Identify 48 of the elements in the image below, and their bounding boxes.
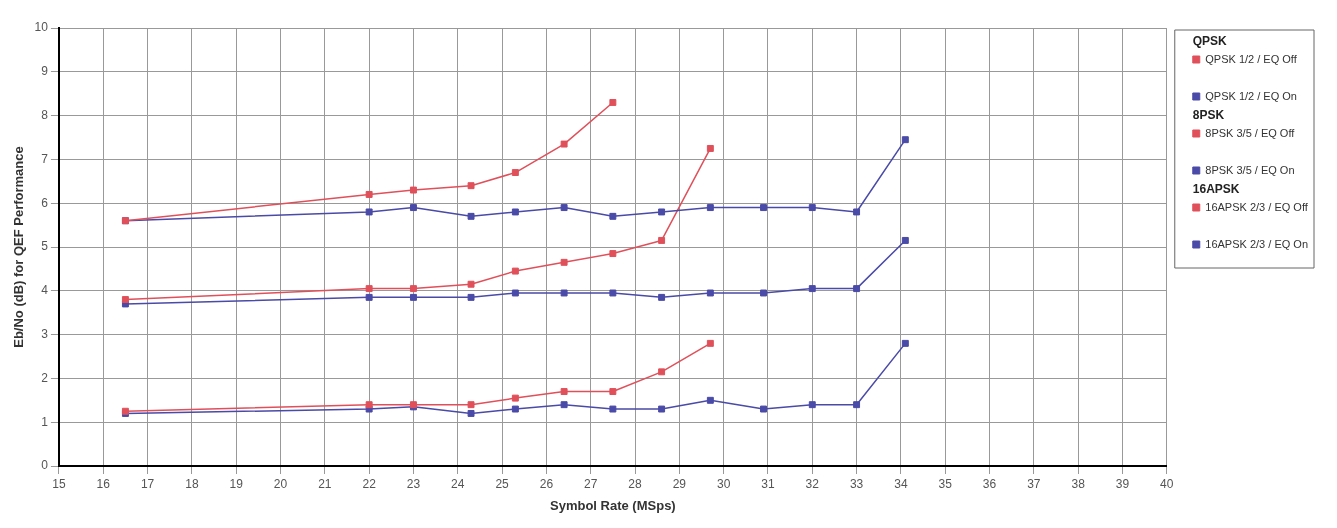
x-tick-label: 22 — [362, 476, 377, 491]
x-axis-title: Symbol Rate (MSps) — [550, 497, 676, 513]
x-tick-label: 35 — [938, 476, 953, 491]
text: 8PSK — [1192, 108, 1225, 123]
x-tick-label: 31 — [761, 476, 775, 491]
x-tick-label: 24 — [451, 476, 465, 491]
x-tick-label: 26 — [539, 476, 554, 491]
x-tick-label: 30 — [716, 476, 731, 491]
x-tick-label: 15 — [52, 476, 66, 491]
x-tick-label: 18 — [185, 476, 199, 491]
x-tick-label: 25 — [495, 476, 510, 491]
x-tick-label: 36 — [982, 476, 997, 491]
x-tick-label: 38 — [1071, 476, 1086, 491]
y-tick-label: 7 — [41, 151, 49, 166]
x-tick-label: 23 — [406, 476, 421, 491]
x-tick-label: 19 — [229, 476, 244, 491]
x-tick-label: 33 — [849, 476, 864, 491]
text: 16APSK — [1192, 182, 1240, 197]
legend-label: QPSK 1/2 / EQ Off — [1205, 52, 1298, 65]
legend-label: 16APSK 2/3 / EQ Off — [1205, 200, 1309, 213]
legend-label: 8PSK 3/5 / EQ Off — [1205, 126, 1296, 139]
legend-label: 8PSK 3/5 / EQ On — [1205, 163, 1295, 176]
x-tick-label: 28 — [628, 476, 643, 491]
y-tick-label: 1 — [41, 414, 49, 429]
x-tick-label: 32 — [805, 476, 820, 491]
y-tick-label: 3 — [41, 326, 49, 341]
y-tick-label: 2 — [41, 370, 49, 385]
y-tick-label: 6 — [41, 195, 49, 210]
x-tick-label: 39 — [1115, 476, 1130, 491]
x-tick-label: 17 — [140, 476, 155, 491]
legend-label: 16APSK 2/3 / EQ On — [1205, 237, 1309, 250]
legend-label: QPSK 1/2 / EQ On — [1205, 89, 1297, 102]
x-tick-label: 21 — [318, 476, 332, 491]
x-tick-label: 16 — [96, 476, 111, 491]
y-tick-label: 9 — [41, 64, 49, 79]
x-tick-label: 37 — [1027, 476, 1041, 491]
x-tick-label: 29 — [672, 476, 687, 491]
x-tick-label: 34 — [894, 476, 908, 491]
y-tick-label: 10 — [34, 20, 49, 35]
y-tick-label: 0 — [41, 458, 49, 473]
x-tick-label: 40 — [1160, 476, 1174, 491]
x-tick-label: 20 — [273, 476, 288, 491]
y-tick-label: 5 — [41, 239, 49, 254]
text: QPSK — [1192, 34, 1228, 49]
x-tick-label: 27 — [584, 476, 598, 491]
y-tick-label: 4 — [41, 283, 49, 298]
y-tick-label: 8 — [41, 107, 49, 122]
y-axis-title: Eb/No (dB) for QEF Performance — [11, 146, 27, 348]
